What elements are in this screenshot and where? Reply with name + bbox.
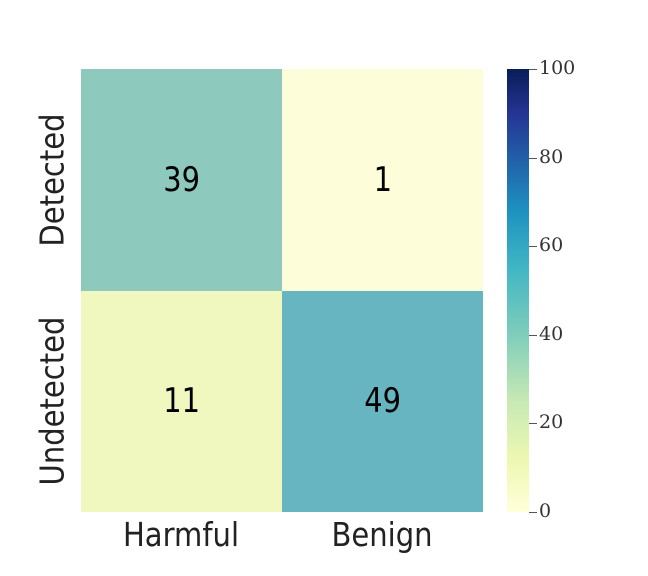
colorbar-label-100: 100 [539, 56, 576, 79]
colorbar-label-80: 80 [539, 145, 564, 168]
colorbar-tick [529, 69, 537, 70]
colorbar-tick [529, 246, 537, 247]
cell-detected-harmful: 39 [81, 69, 282, 291]
colorbar-label-20: 20 [539, 410, 564, 433]
colorbar-tick [529, 512, 537, 513]
confusion-matrix-heatmap: 39 1 11 49 [81, 69, 483, 512]
cell-value: 1 [373, 159, 392, 200]
y-tick-label-undetected: Undetected [32, 316, 72, 486]
cell-detected-benign: 1 [282, 69, 483, 291]
colorbar-label-40: 40 [539, 322, 564, 345]
x-tick-label-harmful: Harmful [122, 515, 240, 554]
colorbar-tick [529, 423, 537, 424]
cell-undetected-harmful: 11 [81, 290, 282, 512]
colorbar-label-0: 0 [539, 499, 552, 522]
colorbar [507, 69, 529, 512]
cell-value: 11 [163, 381, 200, 422]
y-tick-label-detected: Detected [32, 113, 72, 247]
cell-undetected-benign: 49 [282, 290, 483, 512]
cell-value: 49 [364, 381, 401, 422]
colorbar-tick [529, 158, 537, 159]
x-tick-label-benign: Benign [331, 515, 433, 554]
colorbar-label-60: 60 [539, 233, 564, 256]
colorbar-tick [529, 335, 537, 336]
cell-value: 39 [163, 159, 200, 200]
